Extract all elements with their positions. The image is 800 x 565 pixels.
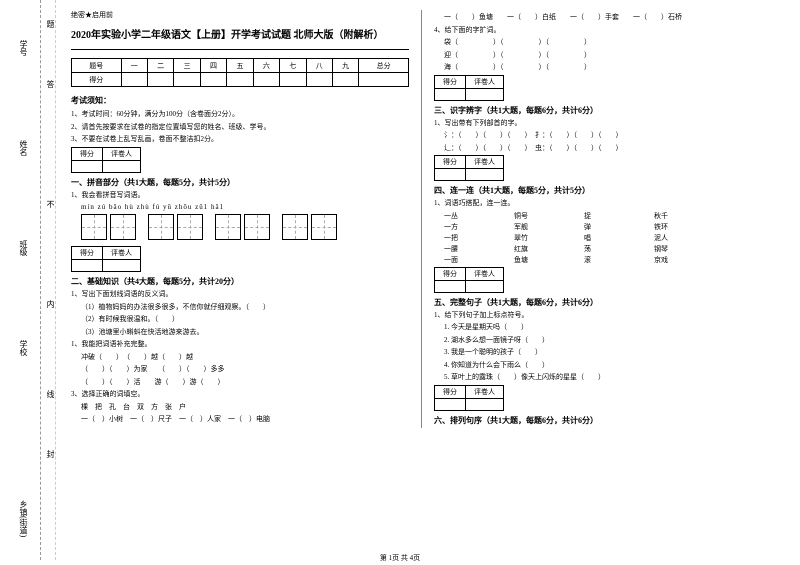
char-grid (71, 214, 409, 240)
side-mark: 线 (45, 390, 56, 398)
left-column: 绝密★启用前 2020年实验小学二年级语文【上册】开学考试试题 北师大版（附解析… (65, 10, 415, 428)
item: 棵 把 孔 台 双 方 张 户 (71, 402, 409, 413)
side-label: 班级 (18, 240, 29, 256)
item: （ ）（ ）为家 （ ）（ ）多多 (71, 364, 409, 375)
notice-item: 1、考试时间：60分钟，满分为100分（含卷面分2分）。 (71, 109, 409, 120)
side-mark: 封 (45, 450, 56, 458)
question: 1、写出下面划线词语的反义词。 (71, 289, 409, 300)
question: 1、写出带有下列部首的字。 (434, 118, 772, 129)
section-title: 一、拼音部分（共1大题，每题5分，共计5分） (71, 177, 235, 188)
question: 1、我能把词语补充完整。 (71, 339, 409, 350)
item: 5. 草叶上的露珠（ ）像天上闪烁的星星（ ） (434, 372, 772, 383)
side-mark: 答 (45, 80, 56, 88)
side-mark: 题 (45, 20, 56, 28)
item: 一（ ）鱼塘 一（ ）白纸 一（ ）手套 一（ ）石桥 (434, 12, 772, 23)
side-mark: 内 (45, 300, 56, 308)
item: 3. 我是一个聪明的孩子（ ） (434, 347, 772, 358)
question: 1、我会看拼音写词语。 (71, 190, 409, 201)
mini-score: 得分评卷人 (434, 385, 504, 411)
mini-score: 得分评卷人 (434, 155, 504, 181)
section-title: 二、基础知识（共4大题，每题5分，共计20分） (71, 276, 239, 287)
item: （1）植物妈妈的办法很多很多，不信你就仔细观察。（ ） (71, 302, 409, 313)
section-title: 六、排列句序（共1大题，每题6分，共计6分） (434, 415, 598, 426)
item: 1. 今天是星期天吗（ ） (434, 322, 772, 333)
side-mark: 不 (45, 200, 56, 208)
item: 2. 湖水多么想一面镜子呀（ ） (434, 335, 772, 346)
pinyin-row: mín zú bǎo hù zhù fú yǔ zhōu zǔ1 hǎ1 (71, 203, 409, 211)
mini-score: 得分评卷人 (71, 246, 141, 272)
item: 冲破（ ） （ ）越（ ）越 (71, 352, 409, 363)
item: 氵：（ ）（ ）（ ） 扌：（ ）（ ）（ ） (434, 130, 772, 141)
question: 3、选择正确的词填空。 (71, 389, 409, 400)
item: 迎（ ）（ ）（ ） (434, 50, 772, 61)
notice-item: 2、请首先按要求在试卷的指定位置填写您的姓名、班级、学号。 (71, 122, 409, 133)
notice-heading: 考试须知： (71, 95, 409, 106)
exam-title: 2020年实验小学二年级语文【上册】开学考试试题 北师大版（附解析） (71, 26, 409, 41)
side-label: 学校 (18, 340, 29, 356)
section-title: 五、完整句子（共1大题，每题6分，共计6分） (434, 297, 598, 308)
item: 辶：（ ）（ ）（ ） 虫：（ ）（ ）（ ） (434, 143, 772, 154)
item: 4. 你知道为什么会下雨么（ ） (434, 360, 772, 371)
question: 4、给下面的字扩词。 (434, 25, 772, 36)
side-label: 姓名 (18, 140, 29, 156)
item: （ ）（ ）活 游（ ）游（ ） (71, 377, 409, 388)
mini-score: 得分评卷人 (71, 147, 141, 173)
notice-item: 3、不要在试卷上乱写乱画，卷面不整洁扣2分。 (71, 134, 409, 145)
item: （3）池塘里小蝌蚪在快活地游来游去。 (71, 327, 409, 338)
page-footer: 第 1页 共 4页 (0, 553, 800, 563)
right-column: 一（ ）鱼塘 一（ ）白纸 一（ ）手套 一（ ）石桥 4、给下面的字扩词。 袋… (428, 10, 778, 428)
section-title: 三、识字辨字（共1大题，每题6分，共计6分） (434, 105, 598, 116)
section-title: 四、连一连（共1大题，每题5分，共计5分） (434, 185, 590, 196)
item: 海（ ）（ ）（ ） (434, 62, 772, 73)
item: 袋（ ）（ ）（ ） (434, 37, 772, 48)
item: 一（ ）小树 一（ ）尺子 一（ ）人家 一（ ）电脑 (71, 414, 409, 425)
mini-score: 得分评卷人 (434, 75, 504, 101)
secret-label: 绝密★启用前 (71, 10, 409, 20)
side-label: 乡镇(街道) (18, 500, 29, 537)
question: 1、词语巧搭配，连一连。 (434, 198, 772, 209)
score-table: 题号一二三四五六七八九总分 得分 (71, 58, 409, 87)
item: （2）有时候我很温和。（ ） (71, 314, 409, 325)
side-label: 学号 (18, 40, 29, 56)
question: 1、给下列句子加上标点符号。 (434, 310, 772, 321)
mini-score: 得分评卷人 (434, 267, 504, 293)
